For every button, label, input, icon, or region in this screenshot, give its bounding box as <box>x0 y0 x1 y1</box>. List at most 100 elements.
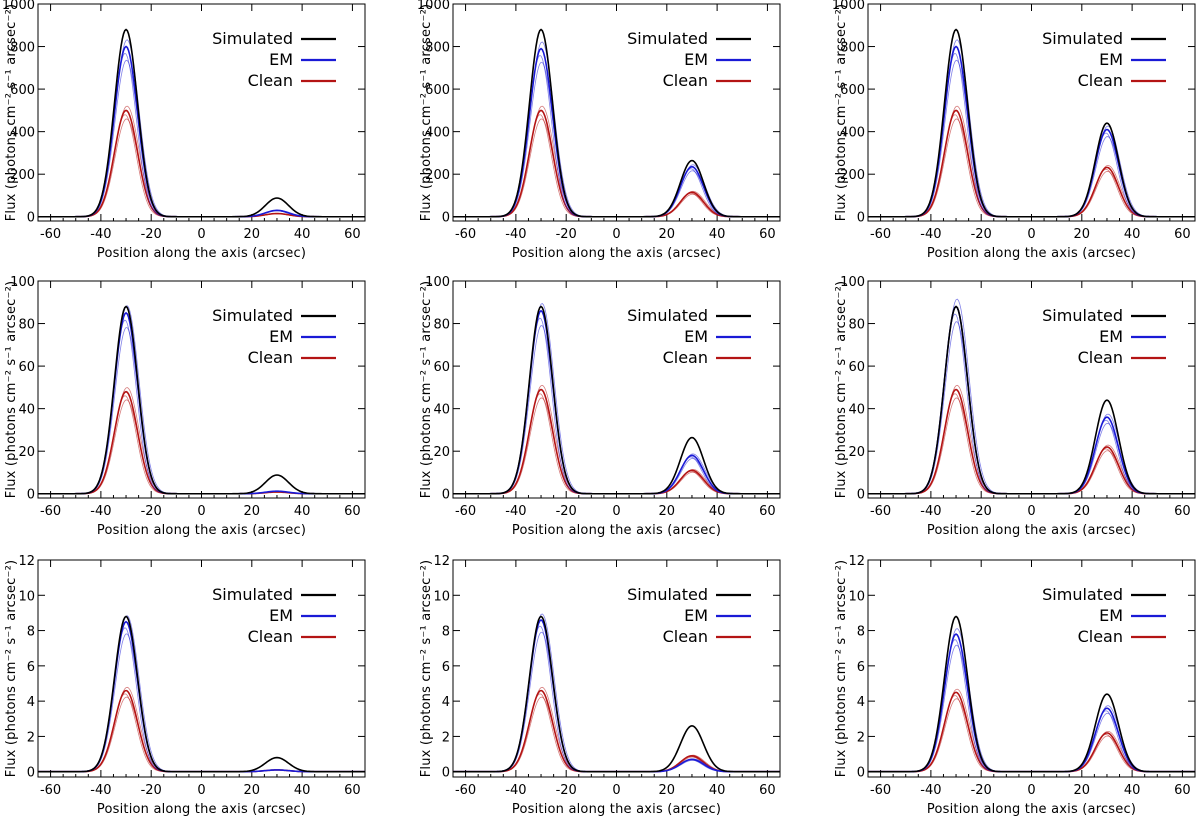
x-tick-label: 20 <box>659 227 676 242</box>
y-tick-label: 600 <box>425 83 450 98</box>
y-axis-label: Flux (photons cm⁻² s⁻¹ arcsec⁻²) <box>834 4 849 222</box>
y-tick-label: 8 <box>857 625 865 640</box>
y-axis-label: Flux (photons cm⁻² s⁻¹ arcsec⁻²) <box>419 4 434 222</box>
series-em-spread <box>868 52 1195 218</box>
y-tick-label: 0 <box>442 488 450 503</box>
series-clean-spread <box>868 393 1195 495</box>
y-tick-label: 200 <box>840 168 865 183</box>
series-clean-spread <box>38 696 365 773</box>
x-tick-label: -20 <box>556 504 577 519</box>
x-tick-label: -60 <box>455 783 476 798</box>
x-tick-label: 0 <box>197 227 205 242</box>
legend-label-em: EM <box>684 50 708 69</box>
y-tick-label: 80 <box>433 318 450 333</box>
y-tick-label: 0 <box>442 211 450 226</box>
x-tick-label: 20 <box>244 227 261 242</box>
legend-label-simulated: Simulated <box>627 306 708 325</box>
y-tick-label: 10 <box>18 589 35 604</box>
series-em-spread <box>868 298 1195 495</box>
series-clean-line <box>868 691 1195 773</box>
legend-label-em: EM <box>1099 50 1123 69</box>
series-clean-spread <box>38 395 365 495</box>
x-tick-label: -60 <box>40 227 61 242</box>
plot-frame <box>37 559 366 778</box>
series-clean-spread <box>868 695 1195 773</box>
x-tick-label: 0 <box>612 227 620 242</box>
legend-label-simulated: Simulated <box>212 29 293 48</box>
legend-label-clean: Clean <box>248 627 293 646</box>
series-em-spread <box>453 41 780 218</box>
y-tick-label: 2 <box>442 730 450 745</box>
legend-label-simulated: Simulated <box>212 306 293 325</box>
y-tick-label: 12 <box>848 554 865 569</box>
panel-r3-c3: -60 -40 -20 0 20 40 60 0 2 4 6 8 10 12 Position along … <box>834 554 1196 817</box>
x-tick-label: -60 <box>455 504 476 519</box>
x-tick-label: 40 <box>709 783 726 798</box>
y-axis-label: Flux (photons cm⁻² s⁻¹ arcsec⁻²) <box>4 560 19 778</box>
y-tick-label: 0 <box>857 488 865 503</box>
series-em-spread <box>38 615 365 773</box>
series-em-spread <box>453 625 780 773</box>
x-axis-label: Position along the axis (arcsec) <box>927 246 1136 261</box>
x-tick-label: 20 <box>1074 783 1091 798</box>
series-clean-spread <box>38 118 365 218</box>
x-tick-label: 40 <box>709 227 726 242</box>
y-tick-label: 600 <box>10 83 35 98</box>
series-em-spread <box>868 59 1195 218</box>
series-em-spread <box>453 631 780 773</box>
x-tick-label: -60 <box>870 504 891 519</box>
y-tick-label: 80 <box>848 318 865 333</box>
legend-label-em: EM <box>684 327 708 346</box>
panel-r2-c3: -60 -40 -20 0 20 40 60 0 20 40 60 80 100 Position alo… <box>834 275 1196 538</box>
x-axis-label: Position along the axis (arcsec) <box>927 802 1136 817</box>
series-clean-spread <box>868 397 1195 495</box>
legend-label-simulated: Simulated <box>1042 306 1123 325</box>
series-clean-spread <box>38 693 365 773</box>
y-tick-label: 2 <box>857 730 865 745</box>
series-em-spread <box>868 628 1195 773</box>
plot-frame <box>37 280 366 499</box>
y-tick-label: 4 <box>442 695 450 710</box>
series-em-spread <box>38 633 365 773</box>
series-simulated-line <box>38 615 365 773</box>
series-clean-line <box>453 388 780 495</box>
series-em-spread <box>868 639 1195 773</box>
series-clean-spread <box>453 696 780 773</box>
series-clean-line <box>453 689 780 773</box>
panel-r1-c3: -60 -40 -20 0 20 40 6002004006008001000Positio… <box>832 0 1196 261</box>
series-clean-spread <box>453 114 780 218</box>
x-tick-label: -20 <box>971 783 992 798</box>
x-tick-label: 40 <box>294 783 311 798</box>
y-axis-label: Flux (photons cm⁻² s⁻¹ arcsec⁻²) <box>419 281 434 499</box>
y-tick-label: 40 <box>433 403 450 418</box>
series-simulated-line <box>868 615 1195 773</box>
series-simulated-line <box>453 28 780 218</box>
plot-frame <box>867 280 1196 499</box>
y-tick-label: 0 <box>27 766 35 781</box>
x-tick-label: 60 <box>759 504 776 519</box>
y-tick-label: 600 <box>840 83 865 98</box>
x-tick-label: 20 <box>1074 227 1091 242</box>
series-em-spread <box>38 305 365 495</box>
panel-r2-c1: -60 -40 -20 0 20 40 60 0 20 40 60 80 100 Position alo… <box>4 275 366 538</box>
x-tick-label: 40 <box>1124 504 1141 519</box>
plot-frame <box>867 559 1196 778</box>
x-tick-label: 60 <box>344 783 361 798</box>
legend-label-simulated: Simulated <box>1042 585 1123 604</box>
panel-r2-c2: -60 -40 -20 0 20 40 60 0 20 40 60 80 100 Position alo… <box>419 275 781 538</box>
legend-label-simulated: Simulated <box>627 585 708 604</box>
y-tick-label: 40 <box>18 403 35 418</box>
series-em-spread <box>38 319 365 495</box>
legend-label-clean: Clean <box>248 71 293 90</box>
x-tick-label: 60 <box>344 227 361 242</box>
legend-label-clean: Clean <box>663 71 708 90</box>
series-simulated-line <box>38 305 365 495</box>
x-tick-label: -40 <box>90 227 111 242</box>
y-tick-label: 400 <box>425 126 450 141</box>
legend-label-em: EM <box>1099 327 1123 346</box>
y-axis-label: Flux (photons cm⁻² s⁻¹ arcsec⁻²) <box>4 4 19 222</box>
x-tick-label: 60 <box>1174 783 1191 798</box>
y-tick-label: 4 <box>857 695 865 710</box>
legend-label-em: EM <box>1099 606 1123 625</box>
series-clean-spread <box>38 399 365 495</box>
